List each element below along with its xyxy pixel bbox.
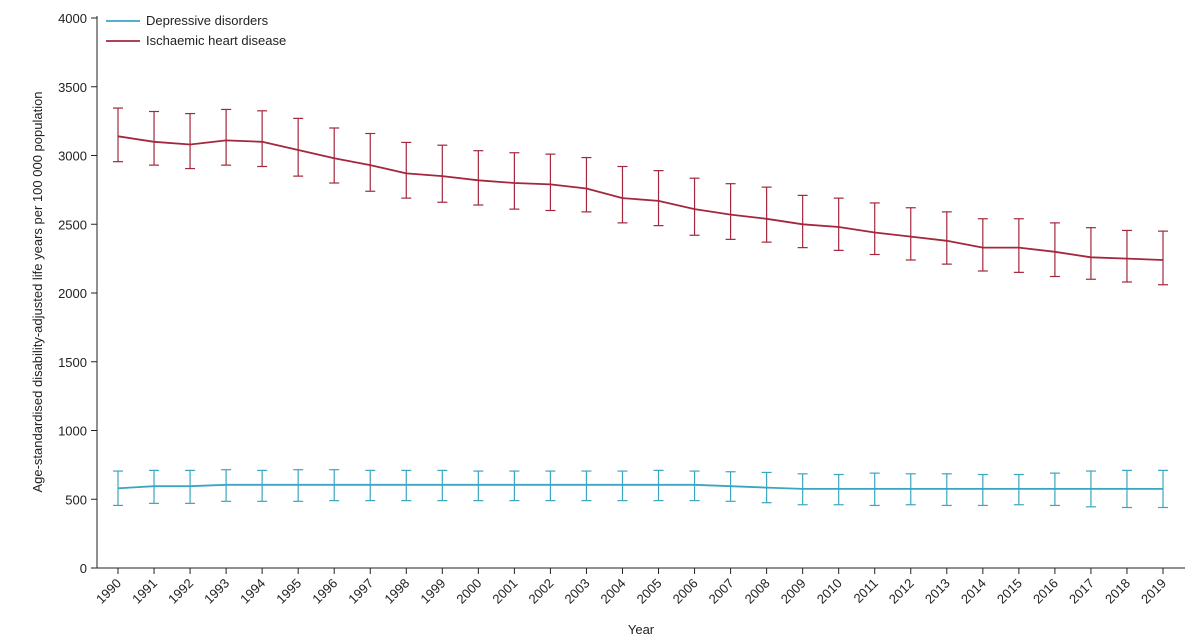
x-tick-label: 2014 xyxy=(958,576,989,607)
x-tick-label: 1994 xyxy=(237,576,268,607)
x-tick-label: 2003 xyxy=(562,576,593,607)
x-tick-label: 2002 xyxy=(525,576,556,607)
x-tick-label: 2000 xyxy=(453,576,484,607)
series-1 xyxy=(113,469,1168,509)
x-tick-label: 1992 xyxy=(165,576,196,607)
y-tick-label: 1000 xyxy=(58,424,87,439)
y-tick-label: 0 xyxy=(80,561,87,576)
x-tick-label: 2009 xyxy=(778,576,809,607)
x-tick-label: 1998 xyxy=(381,576,412,607)
x-tick-label: 2011 xyxy=(850,576,880,606)
legend-label: Ischaemic heart disease xyxy=(146,33,286,48)
x-tick-label: 2004 xyxy=(598,576,629,607)
y-tick-label: 1500 xyxy=(58,355,87,370)
x-tick-label: 1995 xyxy=(273,576,304,607)
x-tick-label: 2008 xyxy=(742,576,773,607)
x-tick-label: 1991 xyxy=(129,576,160,607)
x-tick-label: 1996 xyxy=(309,576,340,607)
legend: Depressive disorders Ischaemic heart dise… xyxy=(106,13,286,48)
y-tick-label: 3500 xyxy=(58,80,87,95)
x-tick-label: 1999 xyxy=(417,576,448,607)
x-tick-label: 2018 xyxy=(1102,576,1133,607)
x-tick-label: 2006 xyxy=(670,576,701,607)
y-tick-label: 4000 xyxy=(58,11,87,26)
x-axis-title: Year xyxy=(628,622,655,637)
y-tick-label: 2500 xyxy=(58,217,87,232)
y-axis-title: Age-standardised disability-adjusted lif… xyxy=(30,91,45,492)
series-line xyxy=(117,483,1163,490)
x-tick-label: 2015 xyxy=(994,576,1025,607)
series-2 xyxy=(113,107,1168,286)
x-tick-label: 2017 xyxy=(1066,576,1097,607)
x-tick-label: 1990 xyxy=(93,576,124,607)
y-tick-label: 3000 xyxy=(58,149,87,164)
series-layer xyxy=(113,107,1168,509)
x-tick-label: 2012 xyxy=(886,576,917,607)
x-tick-label: 1993 xyxy=(201,576,232,607)
x-axis: 1990 1991 1992 1993 1994 1995 1996 1997 1998 1999… xyxy=(93,567,1185,607)
x-tick-label: 2001 xyxy=(489,576,520,607)
x-tick-label: 2016 xyxy=(1030,576,1061,607)
y-tick-label: 500 xyxy=(65,492,87,507)
series-line xyxy=(117,135,1164,261)
x-tick-label: 2010 xyxy=(814,576,845,607)
y-axis: 0 500 1000 1500 2000 2500 3000 3500 4000 xyxy=(58,11,98,576)
x-tick-label: 2005 xyxy=(634,576,665,607)
x-tick-label: 2013 xyxy=(922,576,953,607)
x-tick-label: 2007 xyxy=(706,576,737,607)
legend-label: Depressive disorders xyxy=(146,13,269,28)
y-tick-label: 2000 xyxy=(58,286,87,301)
x-tick-label: 2019 xyxy=(1138,576,1169,607)
x-tick-label: 1997 xyxy=(345,576,376,607)
